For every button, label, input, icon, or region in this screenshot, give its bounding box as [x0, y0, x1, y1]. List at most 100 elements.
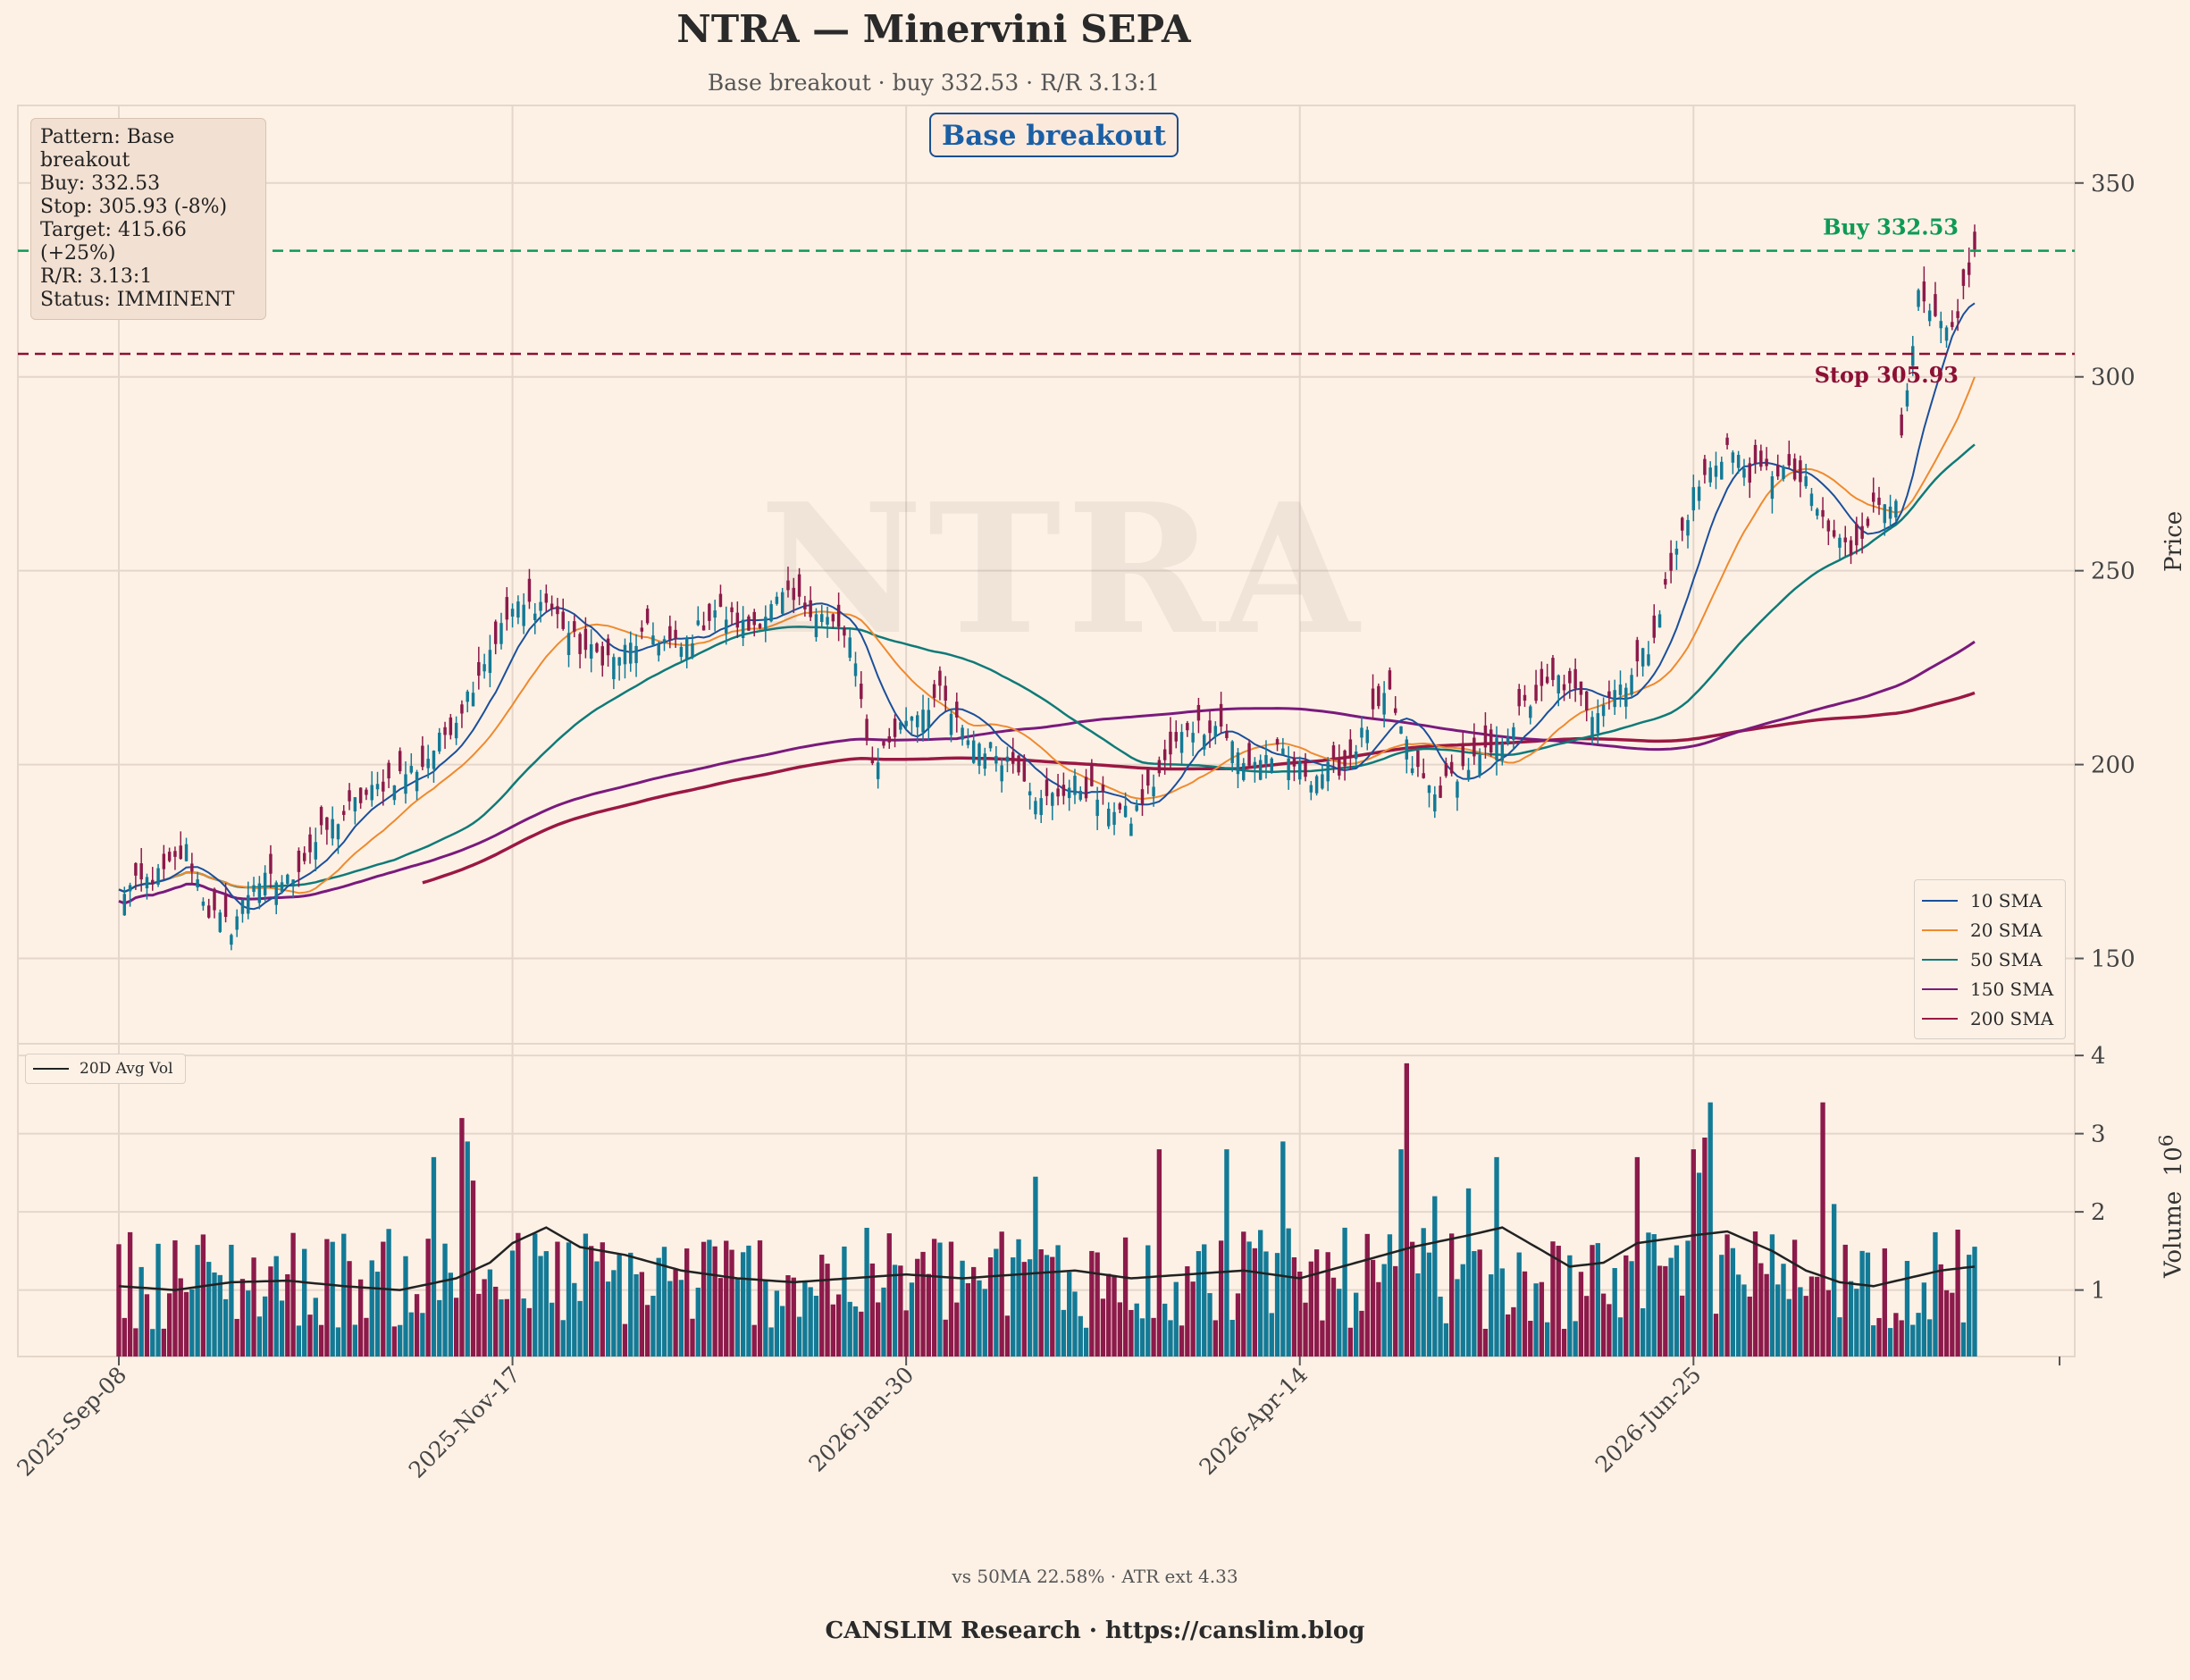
volume-bar	[1960, 1322, 1967, 1357]
volume-bar	[600, 1242, 605, 1357]
candle-body	[336, 824, 340, 840]
candle-body	[1900, 414, 1903, 436]
volume-bar	[1095, 1252, 1100, 1357]
volume-bar	[1607, 1304, 1612, 1357]
candle-body	[1821, 509, 1825, 517]
candle-body	[1736, 455, 1741, 468]
volume-bar	[386, 1229, 391, 1357]
candle-body	[1748, 463, 1751, 483]
volume-bar	[526, 1307, 533, 1357]
candle-body	[297, 851, 301, 872]
volume-bar	[1815, 1276, 1820, 1357]
volume-bar	[1938, 1264, 1943, 1357]
candle-body	[1934, 294, 1937, 316]
volume-bar	[684, 1248, 690, 1357]
volume-bar	[1129, 1309, 1134, 1357]
volume-bar	[1516, 1252, 1522, 1357]
volume-bar	[1511, 1306, 1516, 1357]
candle-body	[887, 735, 892, 743]
candle-body	[1439, 785, 1442, 798]
volume-bar	[150, 1329, 155, 1357]
volume-bar	[796, 1316, 802, 1357]
candle-body	[1000, 765, 1003, 782]
legend-swatch-sma200	[1922, 1017, 1958, 1020]
volume-bar	[802, 1280, 808, 1357]
volume-bar	[533, 1233, 538, 1357]
volume-bar	[1472, 1251, 1477, 1357]
volume-bar	[661, 1247, 667, 1357]
volume-bar	[1663, 1265, 1668, 1357]
volume-bar	[577, 1300, 583, 1357]
volume-bar	[1494, 1156, 1499, 1357]
candle-body	[1534, 685, 1538, 701]
volume-bar	[1252, 1247, 1258, 1357]
candle-body	[201, 901, 206, 906]
candle-body	[1664, 578, 1667, 585]
volume-bar	[347, 1261, 352, 1357]
candle-body	[1782, 466, 1785, 479]
candle-body	[679, 646, 684, 658]
candle-body	[1225, 730, 1229, 738]
volume-bar	[1758, 1263, 1764, 1357]
volume-bar	[335, 1327, 341, 1357]
volume-bar	[1229, 1319, 1235, 1357]
volume-bar	[859, 1311, 864, 1357]
volume-bar	[813, 1296, 819, 1357]
candle-body	[1084, 777, 1088, 799]
volume-y-tick-label: 2	[2091, 1199, 2106, 1226]
candle-body	[1674, 549, 1679, 555]
volume-bar	[1499, 1268, 1505, 1357]
candle-body	[421, 745, 424, 768]
volume-bar	[1432, 1196, 1438, 1357]
candle-body	[1669, 552, 1673, 571]
candle-body	[617, 657, 621, 666]
candle-body	[1017, 755, 1020, 773]
volume-bar	[217, 1274, 222, 1357]
footer-note: vs 50MA 22.58% · ATR ext 4.33	[952, 1566, 1238, 1587]
candle-body	[1416, 750, 1420, 768]
volume-bar	[437, 1299, 442, 1357]
volume-bar	[279, 1300, 285, 1357]
candle-body	[426, 759, 430, 769]
volume-bar	[352, 1324, 358, 1357]
volume-bar	[1904, 1261, 1910, 1357]
volume-bar	[1550, 1241, 1556, 1357]
volume-bar	[1342, 1227, 1347, 1357]
candle-body	[1056, 788, 1060, 797]
candle-body	[358, 787, 363, 803]
candle-body	[1951, 322, 1954, 327]
volume-bar	[256, 1316, 263, 1357]
volume-bar	[1702, 1138, 1708, 1357]
volume-bar	[246, 1290, 251, 1357]
volume-bar	[881, 1287, 886, 1357]
legend-label-avgvol: 20D Avg Vol	[80, 1060, 173, 1078]
candle-body	[550, 603, 554, 609]
volume-bar	[1156, 1149, 1162, 1357]
candle-body	[657, 643, 660, 656]
volume-bar	[690, 1318, 695, 1357]
volume-bar	[1359, 1310, 1364, 1357]
volume-bar	[1567, 1255, 1573, 1357]
volume-bar	[1168, 1320, 1173, 1357]
volume-bar	[1837, 1317, 1842, 1357]
candle-body	[1321, 774, 1324, 789]
volume-bar	[1865, 1252, 1871, 1357]
volume-bar	[583, 1233, 589, 1357]
candle-body	[1657, 614, 1662, 628]
candle-body	[1680, 517, 1684, 531]
candle-body	[860, 684, 863, 700]
candle-body	[1247, 743, 1251, 766]
volume-bar	[1162, 1303, 1168, 1357]
volume-bar	[1590, 1245, 1595, 1357]
candle-body	[578, 634, 582, 654]
candle-body	[1613, 690, 1616, 708]
volume-bar	[751, 1324, 757, 1357]
candle-body	[247, 895, 250, 914]
candle-body	[718, 593, 723, 608]
volume-bar	[1218, 1240, 1224, 1357]
volume-bar	[1825, 1289, 1832, 1357]
volume-bar	[307, 1315, 313, 1357]
candle-body	[1275, 739, 1280, 745]
stop-level-label: Stop 305.93	[1815, 362, 1959, 388]
candle-body	[1157, 760, 1162, 774]
